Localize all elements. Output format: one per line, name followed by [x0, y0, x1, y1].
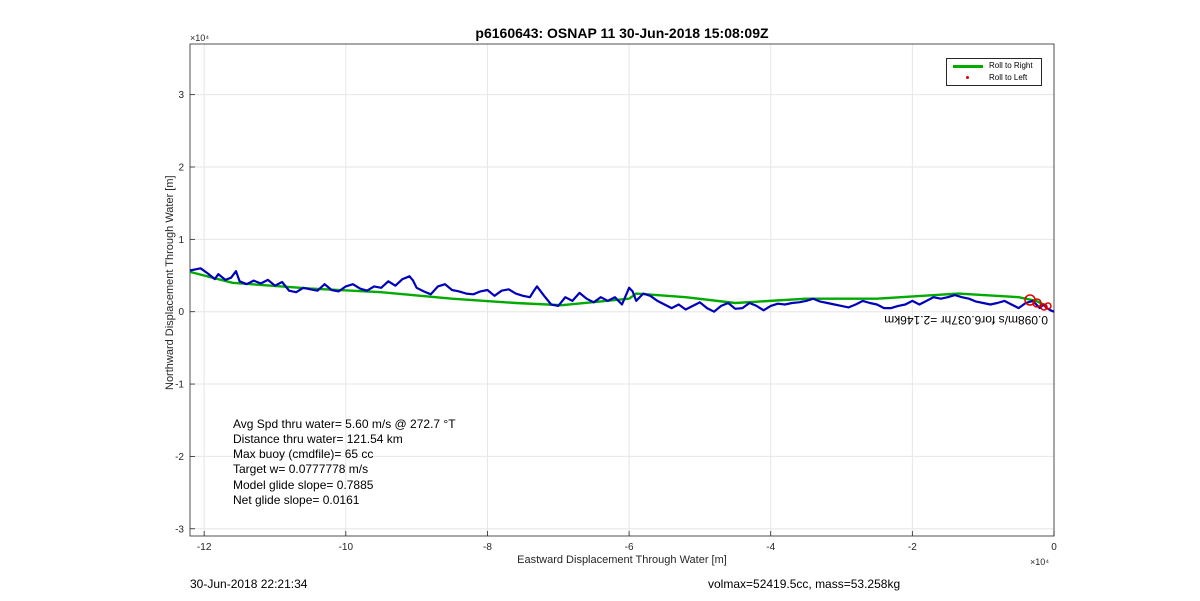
series	[189, 267, 1055, 313]
legend-marker-swatch	[966, 76, 969, 79]
stat-distance: Distance thru water= 121.54 km	[233, 432, 403, 446]
stat-avg-speed: Avg Spd thru water= 5.60 m/s @ 272.7 °T	[233, 417, 456, 431]
roll-left-circle	[1032, 298, 1042, 308]
legend-line-swatch	[953, 65, 983, 68]
legend-label: Roll to Left	[989, 73, 1028, 82]
legend-entry-roll-left: Roll to Left	[947, 72, 1041, 84]
series-glider-track-line	[189, 267, 1055, 313]
y-tick-label: 3	[178, 90, 184, 101]
roll-left-circle	[1040, 303, 1048, 311]
footer-timestamp: 30-Jun-2018 22:21:34	[190, 577, 308, 591]
footer-volume: volmax=52419.5cc, mass=53.258kg	[708, 577, 901, 591]
chart-title: p6160643: OSNAP 11 30-Jun-2018 15:08:09Z	[475, 25, 769, 41]
x-tick-label: -10	[339, 542, 354, 553]
stat-model-glide: Model glide slope= 0.7885	[233, 478, 374, 492]
legend-entry-roll-right: Roll to Right	[947, 60, 1041, 72]
y-tick-label: -3	[175, 524, 184, 535]
stat-net-glide: Net glide slope= 0.0161	[233, 493, 360, 507]
y-exponent: ×10⁴	[190, 33, 210, 43]
y-tick-label: 0	[178, 307, 184, 318]
flipped-annotation: 0.098m/s for6.037hr =2.146km	[884, 313, 1048, 327]
x-tick-label: -4	[766, 542, 775, 553]
roll-left-circle	[1044, 302, 1052, 310]
y-axis-label: Northward Displacement Through Water [m]	[164, 175, 176, 390]
series-roll-right-line	[189, 270, 1044, 307]
y-tick-label: -1	[175, 380, 184, 391]
end-markers	[1024, 294, 1052, 311]
x-tick-label: -6	[625, 542, 634, 553]
stat-max-buoy: Max buoy (cmdfile)= 65 cc	[233, 447, 374, 461]
x-exponent: ×10⁴	[1030, 557, 1050, 567]
x-tick-label: -8	[483, 542, 492, 553]
grid	[190, 44, 1055, 536]
y-tick-label: 2	[178, 163, 184, 174]
x-axis-label: Eastward Displacement Through Water [m]	[517, 554, 727, 566]
legend: Roll to Right Roll to Left	[946, 58, 1042, 86]
legend-label: Roll to Right	[989, 61, 1033, 70]
y-tick-label: 1	[178, 235, 184, 246]
x-tick-label: 0	[1051, 542, 1057, 553]
axes-box	[189, 43, 1055, 537]
x-tick-label: -2	[908, 542, 917, 553]
stat-target-w: Target w= 0.0777778 m/s	[233, 462, 369, 476]
y-tick-label: -2	[175, 452, 184, 463]
x-tick-label: -12	[197, 542, 212, 553]
